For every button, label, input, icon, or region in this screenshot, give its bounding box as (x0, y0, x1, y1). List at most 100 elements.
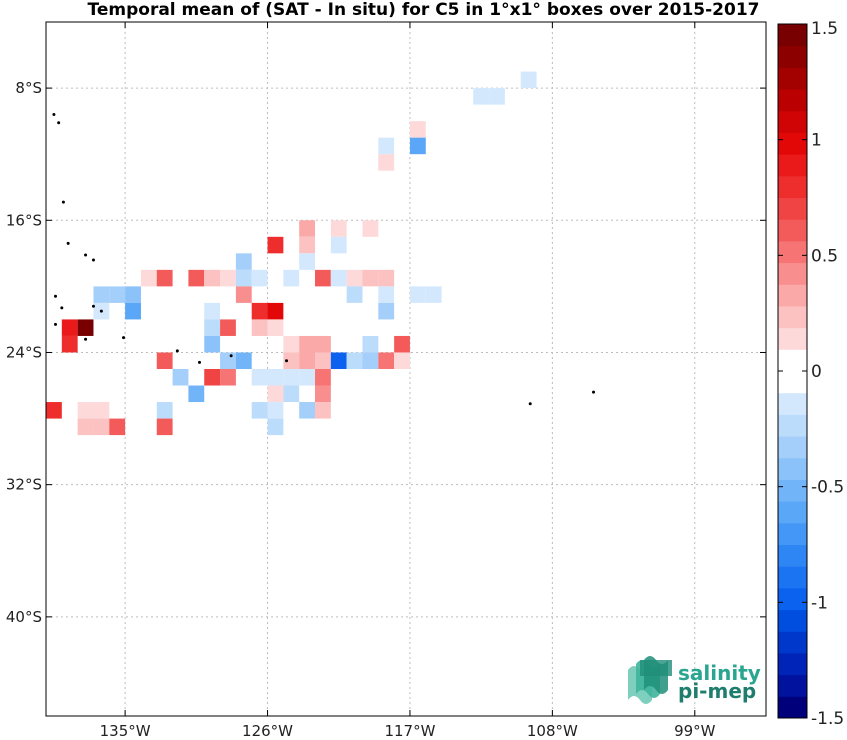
y-axis: 8°S 16°S 24°S 32°S 40°S (6, 79, 766, 626)
data-cell (156, 269, 173, 287)
data-cell (204, 269, 221, 287)
colorbar-segment (778, 544, 807, 567)
colorbar-tick-label: 0.5 (811, 246, 838, 266)
island (91, 304, 95, 308)
colorbar-segment (778, 24, 807, 47)
colorbar-segment (778, 284, 807, 307)
data-cell (267, 402, 284, 419)
colorbar-segment (778, 219, 807, 242)
data-cell (156, 418, 173, 436)
data-cell (267, 236, 284, 254)
colorbar-segment (778, 587, 807, 611)
data-cell (299, 335, 316, 353)
data-cell (204, 369, 221, 386)
data-cell (425, 286, 442, 303)
data-cells (46, 71, 537, 436)
data-cell (330, 220, 347, 237)
island (99, 309, 103, 313)
x-tick-label: 117°W (384, 722, 435, 740)
data-cell (330, 269, 347, 287)
x-tick-label: 126°W (242, 722, 293, 740)
data-cell (251, 369, 268, 386)
colorbar (778, 24, 807, 719)
data-cell (346, 269, 363, 287)
data-cell (172, 369, 189, 386)
colorbar-segment (778, 436, 807, 459)
data-cell (378, 137, 395, 155)
colorbar-segment (778, 305, 807, 329)
data-cell (409, 121, 426, 138)
data-cell (156, 352, 173, 369)
colorbar-segment (778, 652, 807, 676)
logo-waves-icon (628, 656, 672, 704)
colorbar-tick-label: 1 (811, 131, 822, 151)
data-cell (267, 385, 284, 403)
colorbar-segment (778, 674, 807, 697)
data-cell (378, 269, 395, 287)
island (61, 200, 65, 204)
island (66, 241, 70, 245)
island (53, 322, 57, 326)
colorbar-segment (778, 457, 807, 480)
data-cell (77, 319, 94, 336)
colorbar-segment (778, 414, 807, 437)
island (84, 337, 88, 341)
data-cell (235, 269, 252, 287)
data-cell (315, 335, 331, 353)
colorbar-segment (778, 240, 807, 264)
x-axis: 135°W 126°W 117°W 108°W 99°W (100, 22, 716, 740)
data-cell (315, 269, 331, 287)
data-cell (346, 352, 363, 369)
island (52, 113, 56, 117)
data-cell (77, 418, 94, 436)
island (53, 294, 57, 298)
colorbar-segment (778, 609, 807, 632)
y-tick-label: 32°S (6, 476, 42, 494)
logo-text-pi-mep: pi-mep (678, 679, 756, 703)
data-cell (378, 286, 395, 303)
data-cell (299, 352, 316, 369)
y-tick-label: 24°S (6, 343, 42, 361)
data-cell (109, 418, 126, 436)
logo-text-salinity: salinity (678, 661, 761, 685)
data-cell (220, 352, 236, 369)
y-tick-label: 16°S (6, 211, 42, 229)
data-cell (299, 402, 316, 419)
data-cell (93, 286, 110, 303)
data-cell (394, 335, 410, 353)
data-cell (378, 302, 395, 320)
data-cell (204, 335, 221, 353)
colorbar-tick-label: -1.5 (811, 709, 844, 729)
island (592, 390, 596, 394)
colorbar-segment (778, 45, 807, 68)
logo: salinity pi-mep (628, 656, 761, 704)
colorbar-segment (778, 392, 807, 415)
colorbar-segment (778, 696, 807, 719)
data-cell (489, 88, 505, 105)
data-cell (299, 220, 316, 237)
data-cell (251, 302, 268, 320)
colorbar-tick-label: -0.5 (811, 478, 844, 498)
colorbar-segment (778, 566, 807, 589)
data-cell (299, 369, 316, 386)
data-cell (267, 369, 284, 386)
data-cell (220, 369, 236, 386)
data-cell (315, 402, 331, 419)
data-cell (283, 352, 300, 369)
data-cell (362, 220, 379, 237)
data-cell (267, 418, 284, 436)
colorbar-segment (778, 89, 807, 112)
colorbar-segment (778, 327, 807, 350)
data-cell (409, 286, 426, 303)
data-cell (283, 369, 300, 386)
colorbar-segment (778, 175, 807, 198)
data-cell (283, 269, 300, 287)
data-cell (315, 369, 331, 386)
data-cell (220, 319, 236, 336)
data-cell (188, 385, 205, 403)
y-tick-label: 8°S (15, 79, 42, 97)
data-cell (93, 418, 110, 436)
data-cell (125, 286, 141, 303)
data-cell (235, 286, 252, 303)
data-cell (61, 319, 78, 336)
